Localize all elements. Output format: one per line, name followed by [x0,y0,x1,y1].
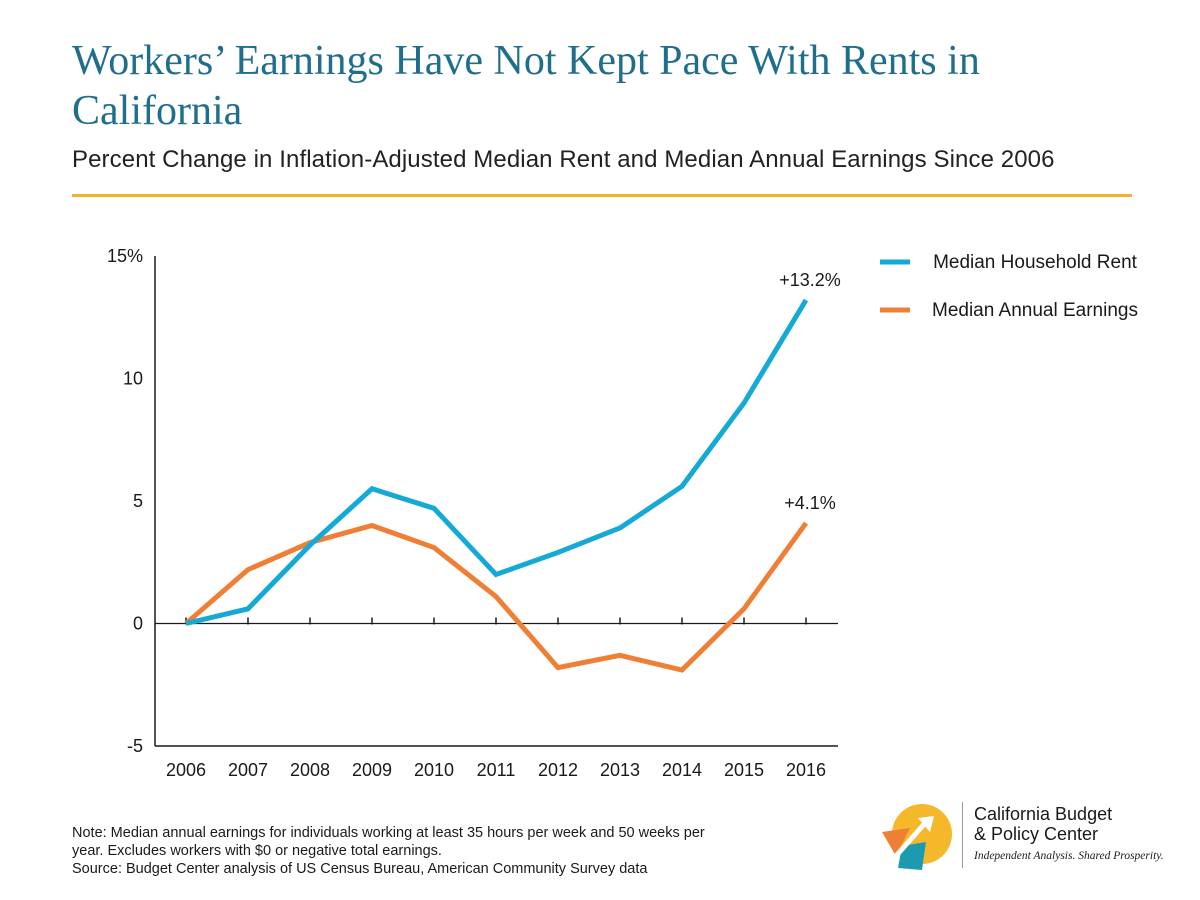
x-tick-label: 2014 [662,760,702,780]
chart-legend: Median Household Rent Median Annual Earni… [880,252,1138,321]
x-tick-label: 2013 [600,760,640,780]
chart-axes: -5 0 5 10 15% 2006 2007 2008 2009 2010 2011 2012 201… [107,246,838,780]
end-value-label: +4.1% [784,493,836,513]
x-tick-label: 2015 [724,760,764,780]
series-line-median-annual-earnings [184,521,809,673]
cbpc-logo: California Budget & Policy Center Indepe… [876,798,1176,874]
x-tick-label: 2016 [786,760,826,780]
series-layer [184,298,809,673]
x-tick-label: 2009 [352,760,392,780]
logo-tagline: Independent Analysis. Shared Prosperity. [974,850,1164,862]
x-tick-label: 2008 [290,760,330,780]
y-tick-label: 10 [123,369,143,389]
y-tick-label: 0 [133,614,143,634]
logo-name-line-1: California Budget [974,804,1113,824]
note-line-1: Note: Median annual earnings for individ… [72,825,705,841]
x-tick-label: 2006 [166,760,206,780]
footnote: Note: Median annual earnings for individ… [72,824,832,878]
series-line-median-household-rent [185,298,809,626]
y-tick-label: -5 [127,736,143,756]
end-labels: +13.2% +4.1% [779,270,841,513]
source-line: Source: Budget Center analysis of US Cen… [72,861,648,877]
logo-name: California Budget & Policy Center [974,804,1112,844]
logo-name-line-2: & Policy Center [974,824,1099,844]
cbpc-logo-mark [882,804,952,870]
x-tick-label: 2012 [538,760,578,780]
legend-label: Median Household Rent [933,252,1138,273]
y-tick-label: 5 [133,491,143,511]
chart-subtitle: Percent Change in Inflation-Adjusted Med… [72,146,1055,173]
x-tick-label: 2007 [228,760,268,780]
title-divider [72,194,1132,197]
x-tick-label: 2010 [414,760,454,780]
legend-label: Median Annual Earnings [932,300,1138,321]
x-tick-label: 2011 [477,760,516,780]
line-chart: -5 0 5 10 15% 2006 2007 2008 2009 2010 2011 2012 201… [107,246,1138,780]
logo-divider [962,802,963,868]
y-tick-label: 15% [107,246,143,266]
end-value-label: +13.2% [779,270,841,290]
chart-title: Workers’ Earnings Have Not Kept Pace Wit… [72,38,980,134]
note-line-2: year. Excludes workers with $0 or negati… [72,843,442,859]
